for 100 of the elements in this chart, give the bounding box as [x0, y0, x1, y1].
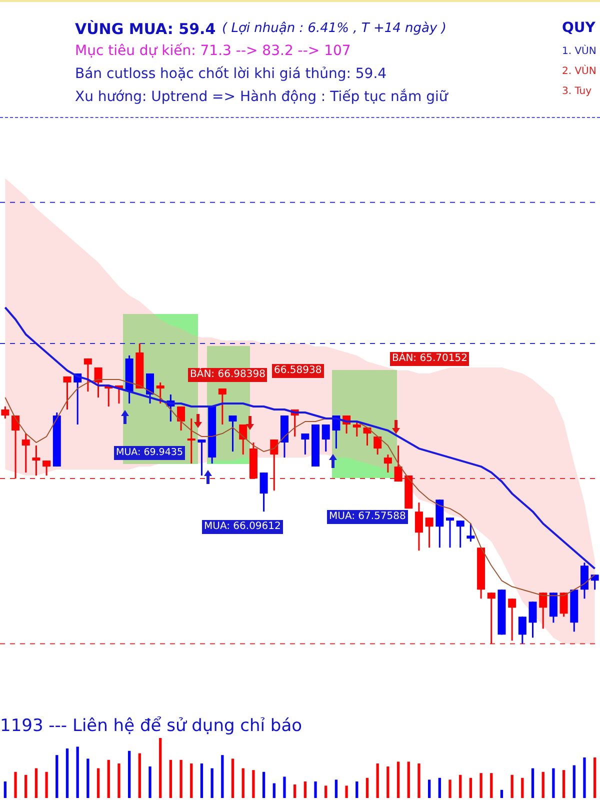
text: Mục tiêu dự kiến: 71.3 --> 83.2 --> 107 — [75, 43, 351, 59]
bar — [200, 763, 204, 798]
bar — [4, 781, 7, 798]
text: QUY — [562, 20, 596, 36]
bar — [304, 781, 307, 798]
bar — [14, 772, 17, 798]
bar — [418, 763, 420, 798]
candlestick — [414, 502, 423, 552]
candlestick — [218, 388, 226, 426]
chart-title: VÙNG MUA: 59.4 — [75, 20, 216, 38]
bar — [242, 768, 244, 798]
bar — [500, 790, 504, 798]
bar — [480, 773, 482, 798]
bar — [118, 763, 120, 798]
bar — [138, 753, 141, 798]
bar — [448, 780, 452, 798]
text: 3. Tuy — [562, 86, 592, 97]
bar — [366, 778, 369, 798]
bar — [552, 768, 555, 798]
bar — [169, 760, 172, 798]
candlestick — [42, 460, 51, 476]
bar — [24, 774, 28, 798]
candlestick — [22, 432, 30, 474]
candlestick — [374, 436, 382, 456]
bar — [96, 768, 100, 798]
candlestick — [446, 516, 454, 548]
candlestick — [528, 600, 537, 638]
bar — [593, 757, 596, 798]
candlestick — [187, 418, 196, 464]
bar — [562, 770, 566, 798]
candlestick — [508, 598, 516, 642]
bar — [438, 778, 441, 798]
text: 1193 --- Liên hệ để sử dụng chỉ báo — [0, 716, 302, 736]
bar — [45, 772, 48, 798]
bar — [128, 750, 131, 798]
text: Bán cutloss hoặc chốt lời khi giá thủng: 59.4 — [75, 66, 387, 82]
bar — [231, 758, 234, 798]
bar — [272, 783, 276, 798]
bar — [252, 770, 255, 798]
candlestick — [239, 424, 248, 456]
candlestick — [228, 414, 237, 452]
text: Xu hướng: Uptrend => Hành động : Tiếp tục nắm giữ — [75, 89, 448, 105]
annotation: BÁN: 65.70152 — [390, 352, 470, 366]
candlestick — [539, 592, 548, 630]
candlestick — [32, 444, 40, 476]
bar — [334, 780, 338, 798]
candlestick — [260, 472, 268, 512]
bar — [542, 772, 544, 798]
bar — [459, 774, 462, 798]
bar — [283, 776, 286, 798]
bar — [314, 781, 317, 798]
text: 1. VÙN — [562, 46, 596, 57]
bar — [521, 778, 524, 798]
bar — [76, 746, 79, 798]
candlestick — [94, 366, 102, 398]
candlestick — [1, 406, 10, 420]
annotation: 66.58938 — [272, 364, 324, 378]
bar — [148, 766, 152, 798]
candlestick — [63, 376, 72, 410]
bar — [386, 766, 390, 798]
bar — [221, 755, 224, 798]
candlestick — [322, 424, 330, 452]
annotation: MUA: 66.09612 — [202, 520, 283, 534]
bar — [510, 774, 514, 798]
bar — [490, 773, 493, 798]
bar — [583, 757, 586, 798]
candlestick — [394, 444, 402, 482]
candlestick — [146, 372, 154, 404]
candlestick — [12, 414, 20, 480]
chart-subtitle: ( Lợi nhuận : 6.41% , T +14 ngày ) — [222, 21, 446, 36]
candlestick — [352, 420, 361, 438]
candlestick — [84, 358, 92, 392]
bar — [572, 765, 576, 798]
bar — [210, 768, 214, 798]
candlestick — [487, 592, 496, 644]
candlestick — [518, 616, 526, 644]
candlestick — [177, 406, 186, 432]
text: 2. VÙN — [562, 66, 596, 77]
bar — [262, 772, 266, 798]
bar — [159, 738, 162, 798]
annotation: BÁN: 66.98398 — [188, 368, 268, 382]
bar — [428, 780, 431, 798]
bar — [469, 778, 472, 798]
candlestick — [198, 438, 206, 476]
candlestick — [384, 454, 392, 474]
bar — [66, 748, 69, 798]
bar — [34, 768, 38, 798]
bar — [107, 760, 110, 798]
candlestick — [590, 574, 599, 590]
bar — [345, 786, 348, 798]
candlestick — [270, 438, 278, 492]
bar — [294, 784, 296, 798]
candlestick — [466, 522, 475, 542]
bar — [56, 755, 58, 798]
bar — [407, 762, 410, 798]
bar — [531, 768, 534, 798]
candlestick — [425, 516, 434, 548]
bar — [396, 762, 400, 798]
bar — [356, 781, 358, 798]
bar — [190, 763, 193, 798]
